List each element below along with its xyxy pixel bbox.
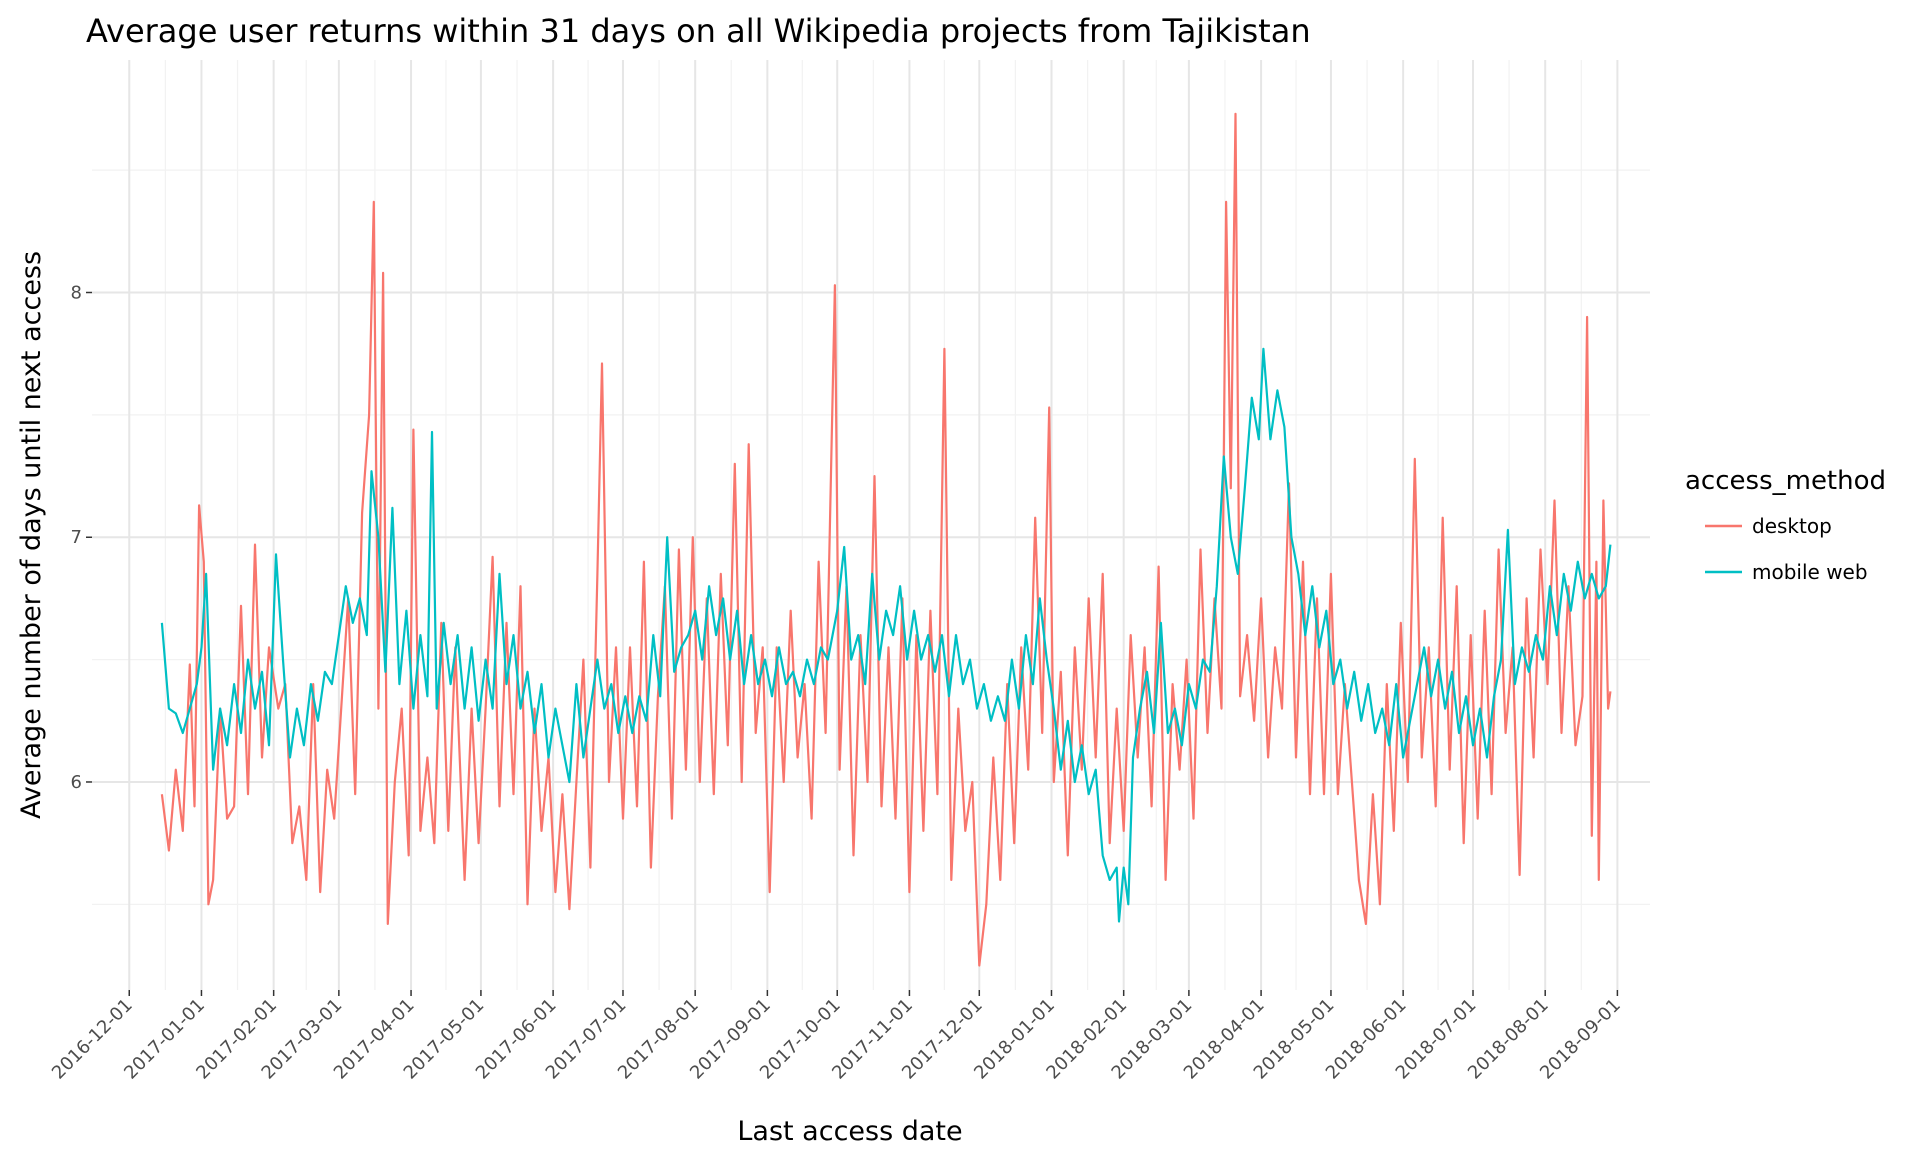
series-line-mobile-web [160, 347, 1612, 923]
y-axis: 6 7 8 [71, 283, 92, 793]
y-tick-label: 7 [71, 527, 82, 548]
legend-title: access_method [1685, 466, 1886, 496]
legend-items: desktop mobile web [1705, 514, 1868, 584]
legend-label-mobile-web: mobile web [1752, 560, 1868, 584]
y-axis-title: Average number of days until next access [16, 251, 47, 819]
plot-grid [92, 60, 1650, 990]
x-axis: 2016-12-012017-01-012017-02-012017-03-01… [48, 990, 1625, 1084]
y-tick-label: 8 [71, 283, 82, 304]
chart-title: Average user returns within 31 days on a… [86, 12, 1311, 50]
y-tick-label: 6 [71, 772, 82, 793]
legend-label-desktop: desktop [1752, 514, 1832, 538]
series-line-desktop [160, 112, 1612, 967]
x-axis-title: Last access date [737, 1116, 962, 1147]
legend: access_method desktop mobile web [1685, 466, 1886, 584]
series-layer [160, 112, 1612, 967]
